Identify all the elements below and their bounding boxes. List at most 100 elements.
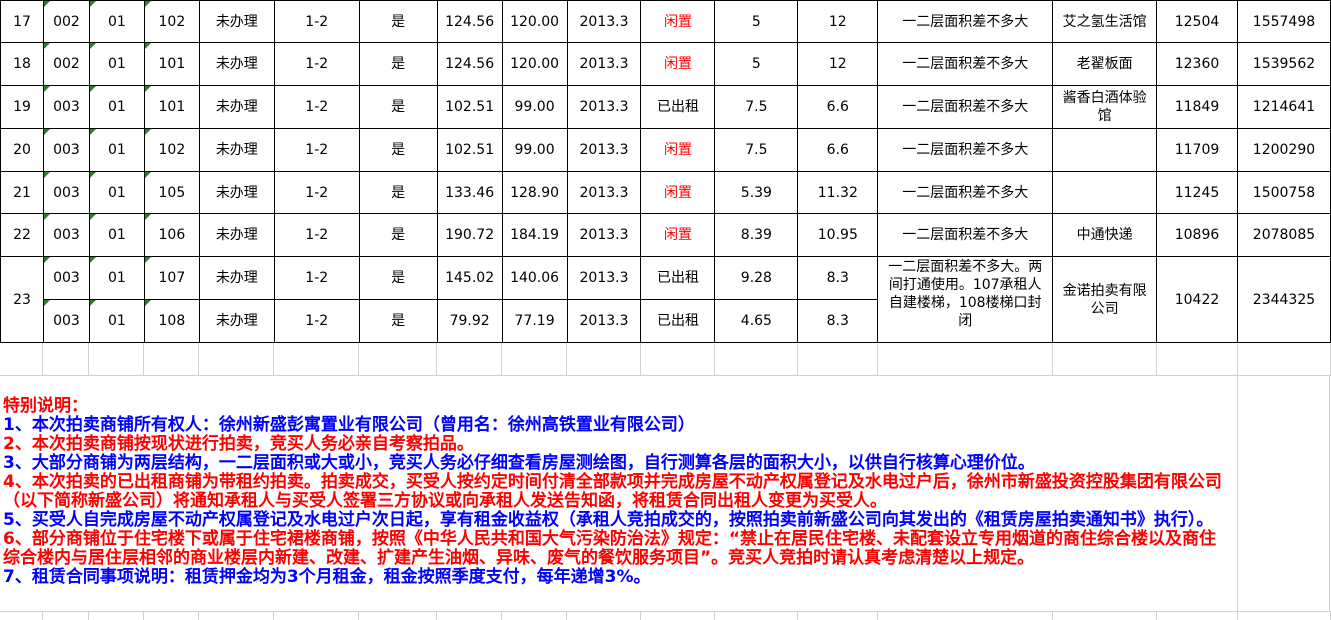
cell-status[interactable]: 已出租 bbox=[640, 256, 716, 300]
cell-note[interactable]: 一二层面积差不多大 bbox=[877, 213, 1054, 257]
cell-status[interactable]: 闲置 bbox=[640, 0, 716, 43]
cell-v1[interactable]: 10896 bbox=[1156, 213, 1238, 257]
cell-merchant[interactable]: 艾之氢生活馆 bbox=[1052, 0, 1158, 43]
cell-flag[interactable]: 是 bbox=[358, 171, 438, 214]
cell-note-highlighted[interactable]: 一二层面积差不多大。两间打通使用。107承租人自建楼梯，108楼梯口封闭 bbox=[877, 256, 1054, 343]
cell-area2[interactable]: 120.00 bbox=[501, 0, 568, 43]
cell-date[interactable]: 2013.3 bbox=[566, 171, 642, 214]
cell-row-number[interactable]: 20 bbox=[0, 128, 44, 172]
cell-room[interactable]: 105 bbox=[143, 171, 200, 214]
cell-row-number[interactable]: 19 bbox=[0, 85, 44, 129]
cell-unit[interactable]: 01 bbox=[88, 128, 145, 172]
cell-reg[interactable]: 未办理 bbox=[198, 42, 275, 86]
cell-note[interactable]: 一二层面积差不多大 bbox=[877, 42, 1054, 86]
cell-rent2[interactable]: 8.3 bbox=[797, 299, 879, 343]
cell-rent1[interactable]: 9.28 bbox=[714, 256, 799, 300]
cell-rent1[interactable]: 5.39 bbox=[714, 171, 799, 214]
cell-reg[interactable]: 未办理 bbox=[198, 299, 275, 343]
cell-reg[interactable]: 未办理 bbox=[198, 0, 275, 43]
cell-area2[interactable]: 99.00 bbox=[501, 128, 568, 172]
cell-floors[interactable]: 1-2 bbox=[273, 213, 360, 257]
cell-merchant[interactable]: 中通快递 bbox=[1052, 213, 1158, 257]
cell-flag[interactable]: 是 bbox=[358, 0, 438, 43]
cell-area1[interactable]: 124.56 bbox=[436, 42, 503, 86]
cell-unit[interactable]: 01 bbox=[88, 299, 145, 343]
notes-line[interactable]: 2、本次拍卖商铺按现状进行拍卖，竞买人务必亲自考察拍品。 bbox=[3, 434, 474, 454]
cell-bldg[interactable]: 002 bbox=[42, 42, 90, 86]
notes-line[interactable]: 3、大部分商铺为两层结构，一二层面积或大或小，竞买人务必仔细查看房屋测绘图，自行… bbox=[3, 453, 1035, 473]
notes-line[interactable]: 1、本次拍卖商铺所有权人：徐州新盛彭寓置业有限公司（曾用名：徐州高铁置业有限公司… bbox=[3, 415, 695, 435]
cell-room[interactable]: 102 bbox=[143, 0, 200, 43]
cell-area1[interactable]: 133.46 bbox=[436, 171, 503, 214]
cell-rent1[interactable]: 7.5 bbox=[714, 85, 799, 129]
cell-row-number[interactable]: 23 bbox=[0, 256, 44, 343]
cell-area2[interactable]: 184.19 bbox=[501, 213, 568, 257]
cell-merchant[interactable] bbox=[1052, 128, 1158, 172]
cell-merchant[interactable]: 金诺拍卖有限公司 bbox=[1052, 256, 1158, 343]
cell-rent2[interactable]: 12 bbox=[797, 42, 879, 86]
cell-reg[interactable]: 未办理 bbox=[198, 256, 275, 300]
cell-area2[interactable]: 77.19 bbox=[501, 299, 568, 343]
cell-reg[interactable]: 未办理 bbox=[198, 128, 275, 172]
cell-bldg[interactable]: 003 bbox=[42, 213, 90, 257]
cell-floors[interactable]: 1-2 bbox=[273, 85, 360, 129]
cell-reg[interactable]: 未办理 bbox=[198, 85, 275, 129]
cell-date[interactable]: 2013.3 bbox=[566, 0, 642, 43]
cell-row-number[interactable]: 18 bbox=[0, 42, 44, 86]
cell-merchant[interactable]: 酱香白酒体验馆 bbox=[1052, 85, 1158, 129]
cell-date[interactable]: 2013.3 bbox=[566, 42, 642, 86]
cell-bldg[interactable]: 003 bbox=[42, 256, 90, 300]
cell-rent2[interactable]: 6.6 bbox=[797, 85, 879, 129]
cell-area1[interactable]: 190.72 bbox=[436, 213, 503, 257]
cell-flag[interactable]: 是 bbox=[358, 213, 438, 257]
cell-note[interactable]: 一二层面积差不多大 bbox=[877, 171, 1054, 214]
cell-status[interactable]: 已出租 bbox=[640, 85, 716, 129]
cell-rent2[interactable]: 11.32 bbox=[797, 171, 879, 214]
cell-rent2[interactable]: 10.95 bbox=[797, 213, 879, 257]
cell-v1[interactable]: 11709 bbox=[1156, 128, 1238, 172]
cell-area2[interactable]: 128.90 bbox=[501, 171, 568, 214]
cell-rent1[interactable]: 8.39 bbox=[714, 213, 799, 257]
cell-status[interactable]: 闲置 bbox=[640, 171, 716, 214]
cell-v1[interactable]: 11245 bbox=[1156, 171, 1238, 214]
cell-status[interactable]: 闲置 bbox=[640, 42, 716, 86]
cell-room[interactable]: 102 bbox=[143, 128, 200, 172]
cell-floors[interactable]: 1-2 bbox=[273, 0, 360, 43]
cell-row-number[interactable]: 22 bbox=[0, 213, 44, 257]
cell-room[interactable]: 101 bbox=[143, 42, 200, 86]
cell-floors[interactable]: 1-2 bbox=[273, 128, 360, 172]
cell-reg[interactable]: 未办理 bbox=[198, 171, 275, 214]
notes-line[interactable]: 5、买受人自完成房屋不动产权属登记及水电过户次日起，享有租金收益权（承租人竞拍成… bbox=[3, 510, 1214, 530]
notes-line[interactable]: 4、本次拍卖的已出租商铺为带租约拍卖。拍卖成交，买受人按约定时间付清全部款项并完… bbox=[3, 472, 1222, 492]
cell-date[interactable]: 2013.3 bbox=[566, 256, 642, 300]
notes-line[interactable]: 7、租赁合同事项说明：租赁押金均为3个月租金，租金按照季度支付，每年递增3%。 bbox=[3, 567, 651, 587]
cell-area1[interactable]: 102.51 bbox=[436, 128, 503, 172]
notes-line[interactable]: 综合楼内与居住层相邻的商业楼层内新建、改建、扩建产生油烟、异味、废气的餐饮服务项… bbox=[3, 548, 1035, 568]
cell-area1[interactable]: 102.51 bbox=[436, 85, 503, 129]
cell-flag[interactable]: 是 bbox=[358, 128, 438, 172]
cell-unit[interactable]: 01 bbox=[88, 256, 145, 300]
cell-rent1[interactable]: 5 bbox=[714, 42, 799, 86]
empty-grid-row[interactable] bbox=[0, 343, 1331, 376]
cell-area1[interactable]: 79.92 bbox=[436, 299, 503, 343]
cell-floors[interactable]: 1-2 bbox=[273, 171, 360, 214]
cell-merchant[interactable] bbox=[1052, 171, 1158, 214]
cell-bldg[interactable]: 003 bbox=[42, 85, 90, 129]
cell-area1[interactable]: 124.56 bbox=[436, 0, 503, 43]
cell-floors[interactable]: 1-2 bbox=[273, 299, 360, 343]
cell-note[interactable]: 一二层面积差不多大 bbox=[877, 85, 1054, 129]
cell-bldg[interactable]: 002 bbox=[42, 0, 90, 43]
cell-rent2[interactable]: 8.3 bbox=[797, 256, 879, 300]
cell-v2[interactable]: 1557498 bbox=[1236, 0, 1331, 43]
cell-room[interactable]: 107 bbox=[143, 256, 200, 300]
cell-date[interactable]: 2013.3 bbox=[566, 299, 642, 343]
cell-reg[interactable]: 未办理 bbox=[198, 213, 275, 257]
cell-flag[interactable]: 是 bbox=[358, 299, 438, 343]
cell-v2[interactable]: 2078085 bbox=[1236, 213, 1331, 257]
cell-v2[interactable]: 1214641 bbox=[1236, 85, 1331, 129]
cell-rent1[interactable]: 7.5 bbox=[714, 128, 799, 172]
cell-bldg[interactable]: 003 bbox=[42, 128, 90, 172]
cell-area1[interactable]: 145.02 bbox=[436, 256, 503, 300]
notes-line[interactable]: （以下简称新盛公司）将通知承租人与买受人签署三方协议或向承租人发送告知函，将租赁… bbox=[3, 491, 887, 511]
cell-floors[interactable]: 1-2 bbox=[273, 42, 360, 86]
